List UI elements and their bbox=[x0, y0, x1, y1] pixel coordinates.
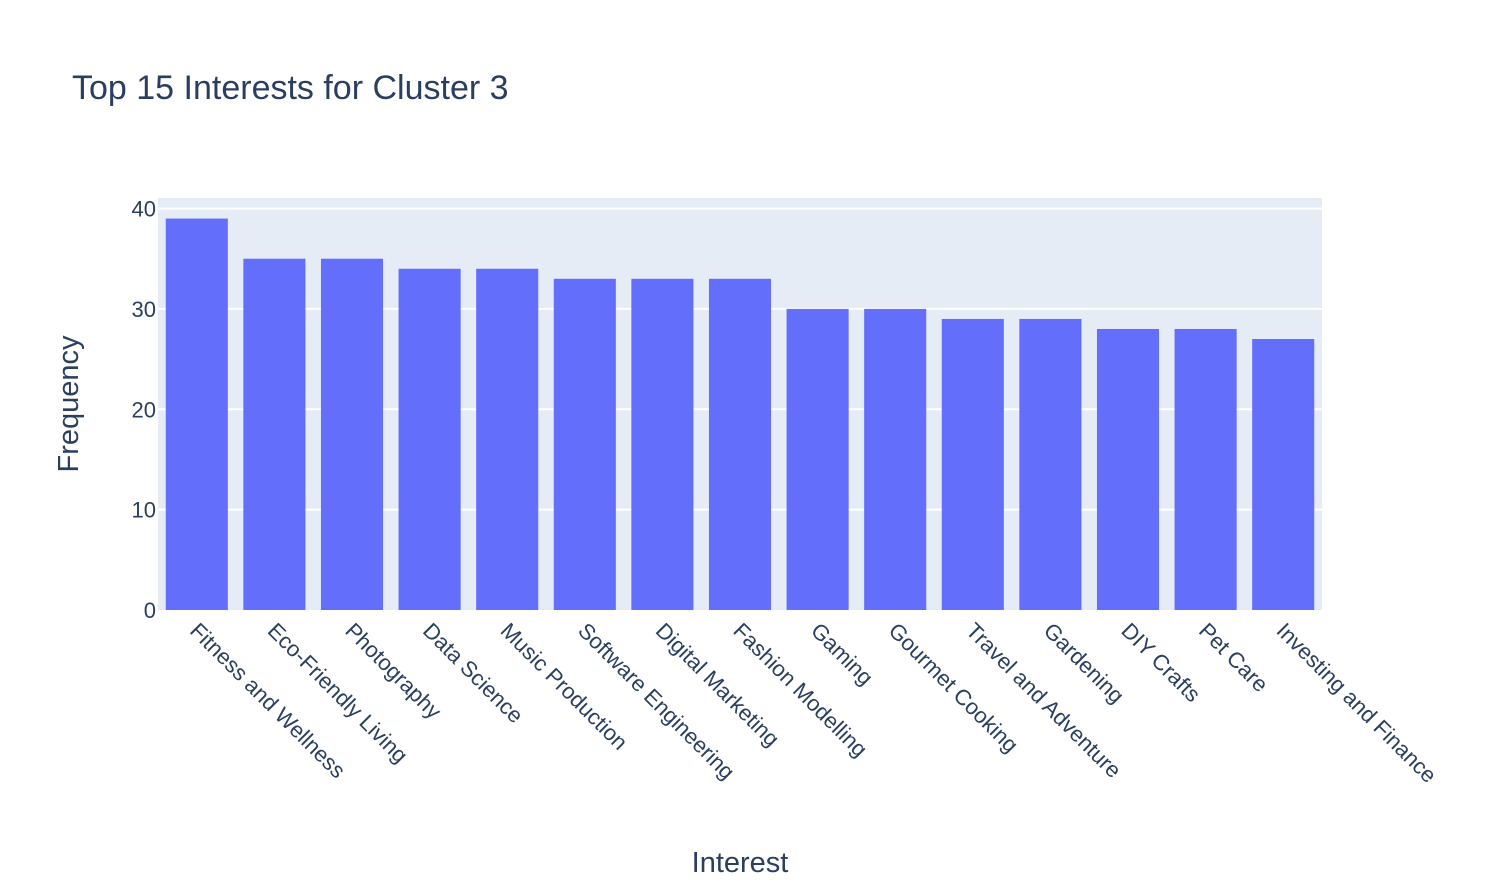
bar bbox=[320, 258, 384, 610]
bar bbox=[476, 268, 539, 610]
x-tick-label: Pet Care bbox=[1194, 618, 1273, 697]
bars bbox=[165, 218, 1315, 611]
y-axis-title: Frequency bbox=[53, 335, 85, 473]
bar bbox=[941, 318, 1004, 610]
bar bbox=[1174, 328, 1237, 610]
bar bbox=[243, 258, 306, 610]
bar bbox=[864, 308, 927, 610]
y-tick-label: 40 bbox=[132, 197, 156, 222]
bar bbox=[553, 278, 616, 610]
bar bbox=[708, 278, 772, 610]
bar bbox=[1096, 328, 1160, 610]
y-tick-label: 10 bbox=[132, 498, 156, 523]
y-tick-label: 20 bbox=[132, 397, 156, 422]
chart-title: Top 15 Interests for Cluster 3 bbox=[72, 69, 509, 107]
bar bbox=[398, 268, 461, 610]
x-tick-label: Gourmet Cooking bbox=[884, 618, 1024, 758]
bar bbox=[631, 278, 694, 610]
bar bbox=[165, 218, 228, 611]
bar bbox=[786, 308, 849, 610]
x-tick-label: Investing and Finance bbox=[1272, 618, 1442, 788]
y-tick-label: 30 bbox=[132, 297, 156, 322]
x-tick-label: Software Engineering bbox=[573, 618, 739, 784]
bar bbox=[1019, 318, 1082, 610]
bar bbox=[1252, 339, 1315, 610]
x-tick-label: Travel and Adventure bbox=[961, 618, 1126, 783]
x-tick-label: DIY Crafts bbox=[1116, 618, 1205, 707]
y-tick-label: 0 bbox=[144, 598, 156, 623]
x-tick-label: Fashion Modelling bbox=[728, 618, 872, 762]
x-axis-title: Interest bbox=[692, 847, 789, 879]
y-tick-labels: 0 10 20 30 40 bbox=[132, 197, 156, 623]
x-tick-label: Gaming bbox=[806, 618, 878, 690]
x-tick-label: Eco-Friendly Living bbox=[263, 618, 413, 768]
x-tick-label: Fitness and Wellness bbox=[185, 618, 350, 783]
